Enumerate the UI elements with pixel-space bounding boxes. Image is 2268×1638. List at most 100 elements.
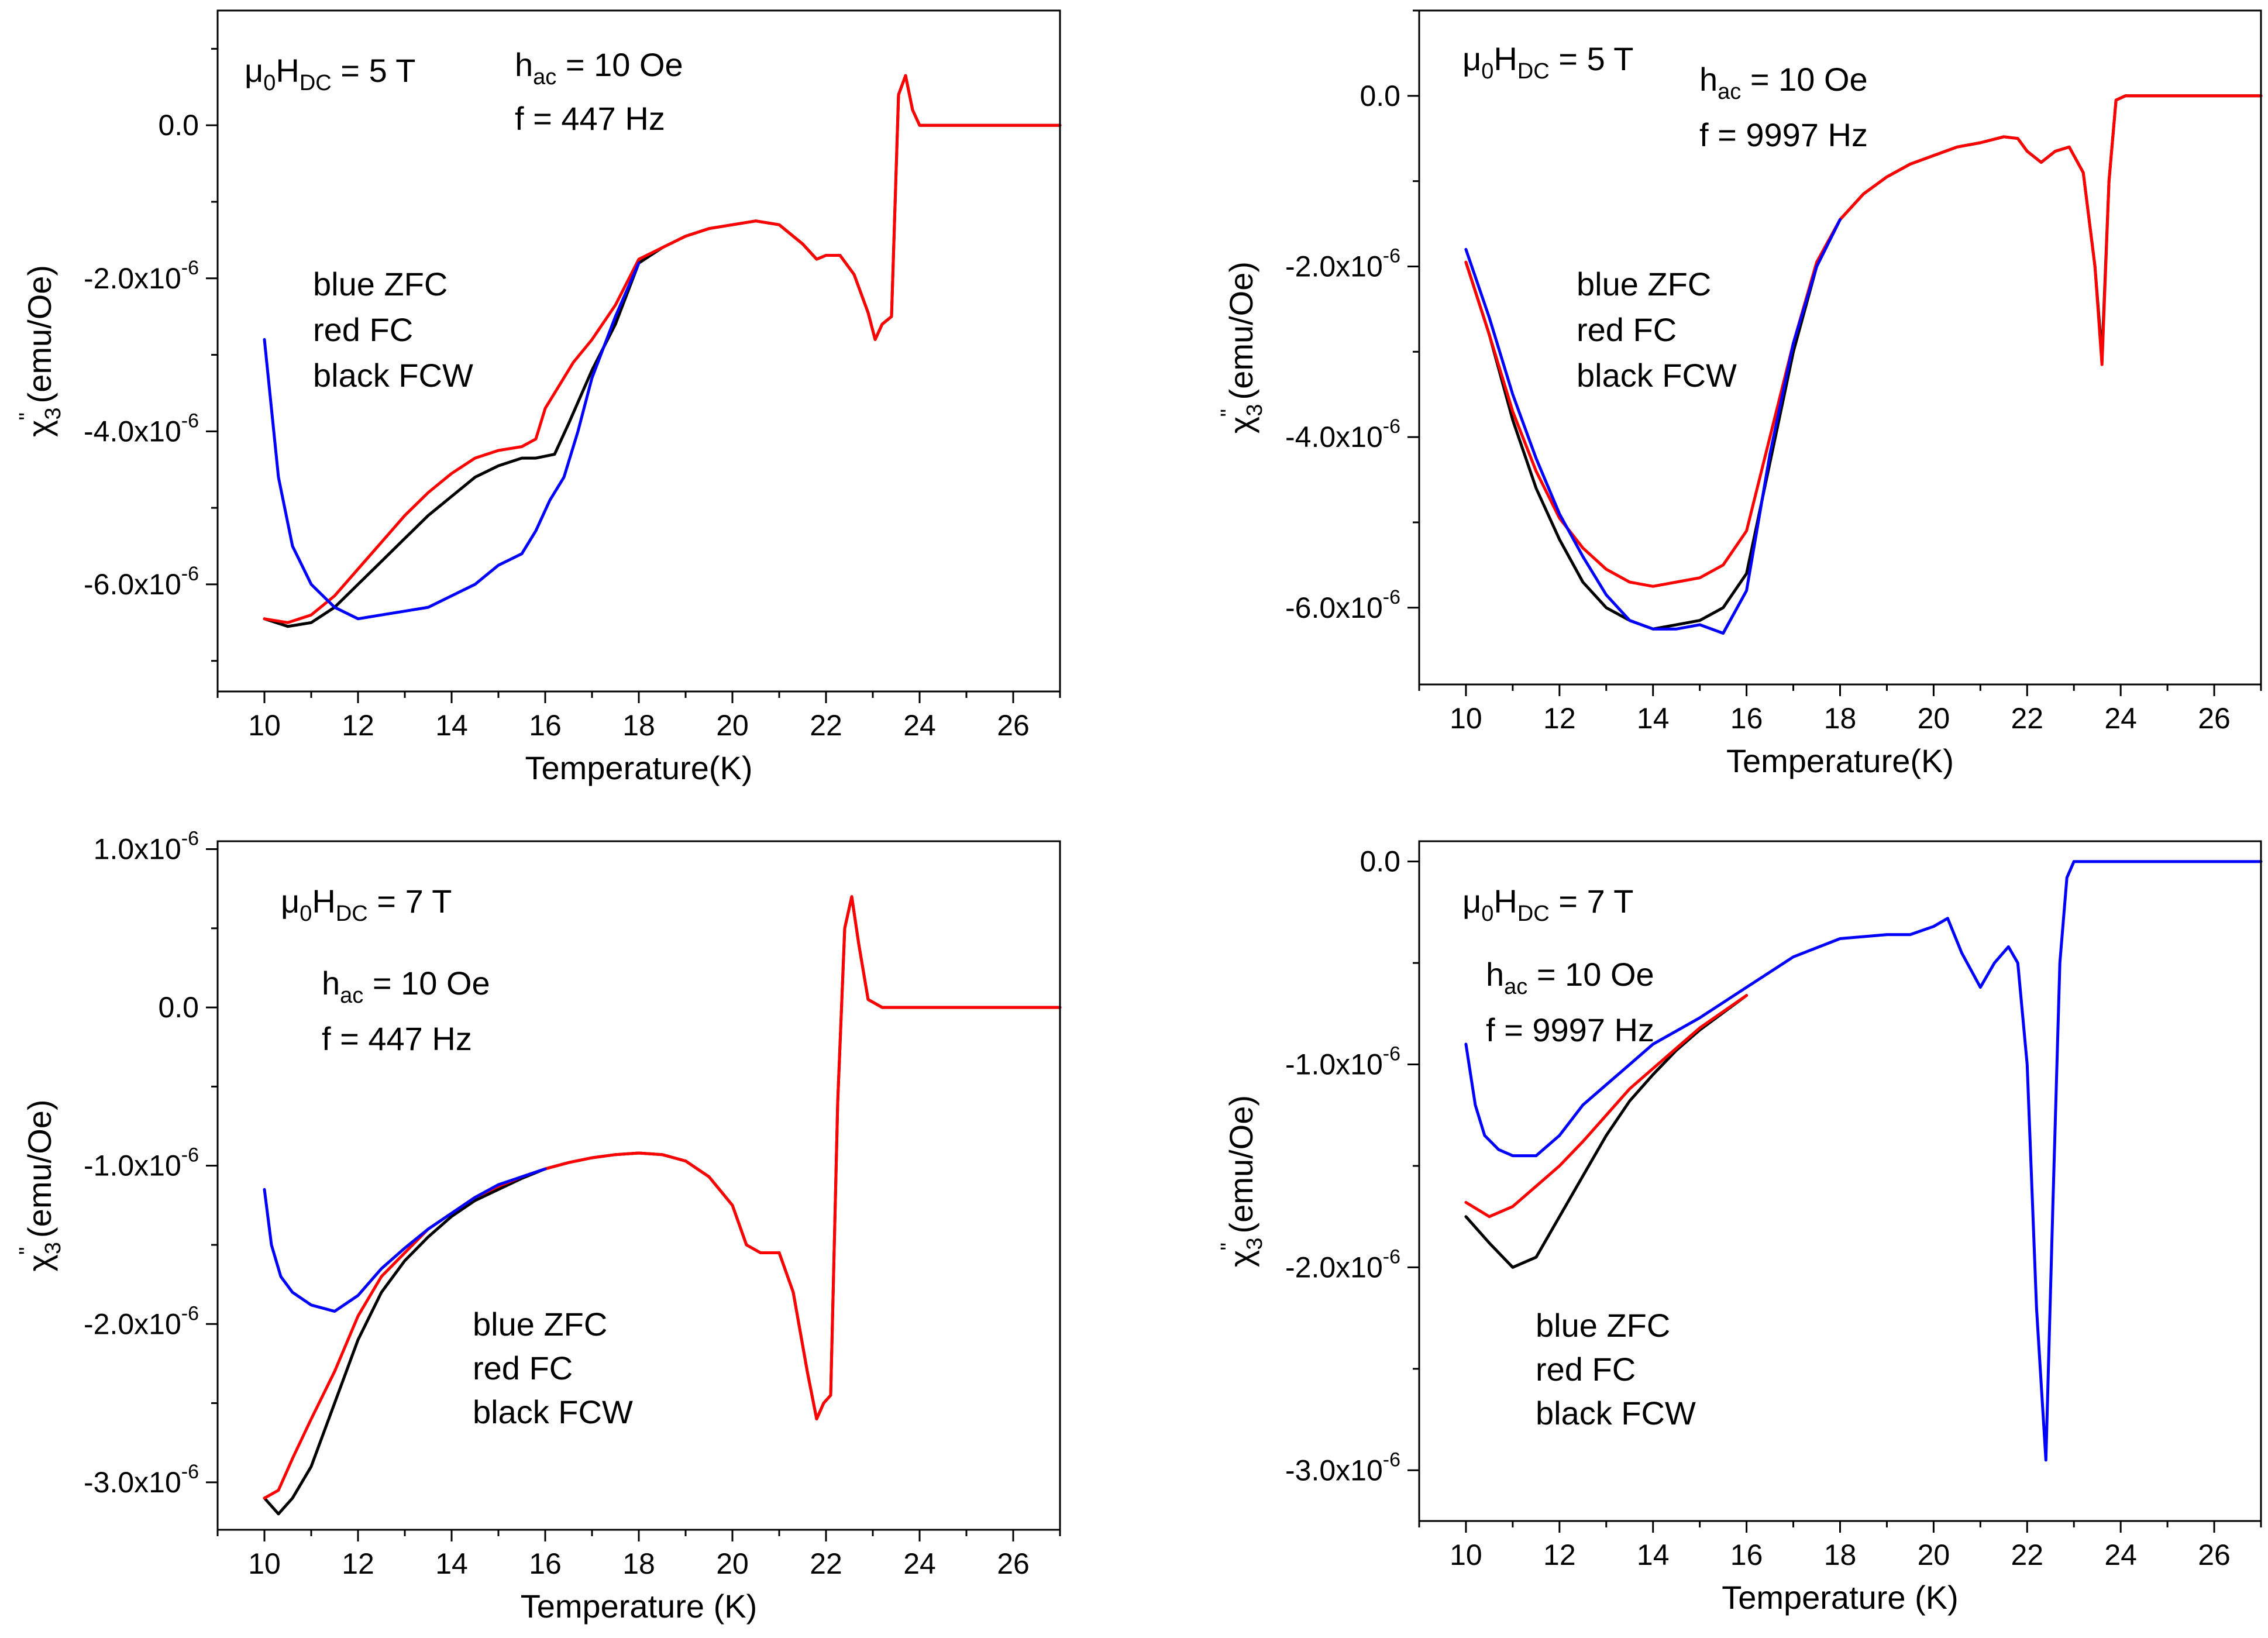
x-tick-label: 26 <box>2198 1539 2231 1571</box>
y-tick-exponent: -6 <box>1383 1448 1400 1471</box>
annotation-hac: hac = 10 Oe <box>515 46 683 90</box>
hac-h: h <box>1699 61 1718 98</box>
x-tick-label: 22 <box>2011 1539 2043 1571</box>
y-tick-label: 1.0x10-6 <box>94 828 199 866</box>
hac-value: = 10 Oe <box>1527 956 1654 993</box>
y-tick-label: 0.0 <box>158 109 199 142</box>
field-sub-dc: DC <box>336 901 368 926</box>
x-tick-label: 10 <box>248 709 281 742</box>
field-h: H <box>1493 40 1517 77</box>
y-axis-subscript: 3 <box>1243 1238 1267 1250</box>
field-h: H <box>312 883 335 920</box>
y-tick-label: -3.0x10-6 <box>1285 1448 1400 1486</box>
y-tick-exponent: -6 <box>181 1461 199 1483</box>
x-tick-label: 26 <box>2198 702 2231 735</box>
y-tick-exponent: -6 <box>1383 586 1400 608</box>
field-mu: μ <box>1462 40 1481 77</box>
y-axis-superscript: " <box>15 1247 40 1255</box>
y-tick-exponent: -6 <box>181 1302 199 1324</box>
y-tick-label: 0.0 <box>1360 80 1400 112</box>
y-tick-exponent: -6 <box>1383 245 1400 267</box>
hac-value: = 10 Oe <box>1741 61 1867 98</box>
y-axis-title: χ3" (emu/Oe) <box>15 265 66 437</box>
y-tick-exponent: -6 <box>181 563 199 585</box>
legend-entry: red FC <box>1577 311 1677 348</box>
legend-entry: blue ZFC <box>1536 1307 1670 1344</box>
annotation-field: μ0HDC = 7 T <box>1462 883 1633 926</box>
x-tick-label: 10 <box>1450 1539 1482 1571</box>
x-axis-title: Temperature(K) <box>1726 742 1954 779</box>
x-tick-label: 20 <box>716 1547 749 1580</box>
y-axis-superscript: " <box>1217 409 1241 417</box>
y-axis-title: χ3" (emu/Oe) <box>1217 1095 1267 1267</box>
series-line-fc <box>1464 994 1749 1219</box>
y-tick-mantissa: 0.0 <box>1360 80 1400 112</box>
hac-value: = 10 Oe <box>363 965 490 1002</box>
y-tick-label: -1.0x10-6 <box>84 1144 199 1182</box>
annotation-hac: hac = 10 Oe <box>1486 956 1654 999</box>
x-tick-label: 24 <box>2104 1539 2137 1571</box>
x-axis-title: Temperature(K) <box>525 749 752 786</box>
hac-h: h <box>515 46 533 83</box>
x-tick-label: 12 <box>1543 1539 1576 1571</box>
series-line-fcw <box>263 74 1062 628</box>
field-value: = 7 T <box>368 883 452 920</box>
chart-panel-4: 10 12 14 16 18 20 22 24 260.0-1.0x10-6-2.0x10-6-… <box>1217 840 2263 1616</box>
field-sub-0: 0 <box>1481 59 1493 84</box>
y-axis-unit: (emu/Oe) <box>1223 261 1259 409</box>
y-tick-label: 0.0 <box>1360 845 1400 878</box>
y-axis-superscript: " <box>1217 1243 1241 1251</box>
field-value: = 5 T <box>1550 40 1634 77</box>
y-axis-symbol: χ <box>21 420 58 437</box>
field-h: H <box>276 52 299 89</box>
field-mu: μ <box>281 883 300 920</box>
x-tick-label: 16 <box>1730 702 1763 735</box>
field-sub-dc: DC <box>300 71 332 95</box>
annotation-field: μ0HDC = 5 T <box>1462 40 1633 84</box>
y-tick-mantissa: -1.0x10 <box>1285 1048 1383 1081</box>
x-tick-label: 18 <box>1824 702 1857 735</box>
y-tick-label: -2.0x10-6 <box>84 1302 199 1340</box>
y-tick-mantissa: -3.0x10 <box>84 1466 181 1499</box>
annotation-hac: hac = 10 Oe <box>1699 61 1868 104</box>
hac-h: h <box>1486 956 1504 993</box>
series-line-fc <box>1464 94 2263 588</box>
annotation-frequency: f = 9997 Hz <box>1486 1011 1654 1048</box>
field-sub-0: 0 <box>1481 901 1493 926</box>
x-tick-label: 16 <box>529 709 562 742</box>
x-tick-label: 18 <box>1824 1539 1857 1571</box>
y-axis-title: χ3" (emu/Oe) <box>1217 261 1267 433</box>
y-tick-mantissa: -1.0x10 <box>84 1150 181 1182</box>
plot-frame <box>1418 9 2262 686</box>
legend-entry: blue ZFC <box>1577 266 1711 302</box>
y-tick-mantissa: -2.0x10 <box>84 1307 181 1340</box>
field-sub-dc: DC <box>1517 59 1550 84</box>
x-tick-label: 18 <box>622 1547 655 1580</box>
x-tick-label: 12 <box>342 709 374 742</box>
y-tick-mantissa: 0.0 <box>1360 845 1400 878</box>
y-tick-mantissa: 1.0x10 <box>94 833 181 866</box>
y-tick-label: -4.0x10-6 <box>84 410 199 448</box>
x-tick-label: 20 <box>716 709 749 742</box>
y-tick-exponent: -6 <box>181 828 199 850</box>
y-tick-mantissa: -2.0x10 <box>1285 250 1383 283</box>
y-tick-label: -2.0x10-6 <box>1285 245 1400 283</box>
y-axis-subscript: 3 <box>41 1242 66 1254</box>
legend-entry: red FC <box>313 311 413 348</box>
y-tick-exponent: -6 <box>1383 415 1400 438</box>
plot-frame <box>216 840 1061 1531</box>
legend-entry: red FC <box>473 1350 573 1386</box>
y-axis-subscript: 3 <box>1243 404 1267 417</box>
series-line-zfc <box>1464 860 2263 1462</box>
y-tick-mantissa: -2.0x10 <box>84 262 181 295</box>
series-line-fcw <box>1464 994 1749 1269</box>
y-tick-exponent: -6 <box>1383 1043 1400 1065</box>
x-axis-title: Temperature (K) <box>521 1588 758 1625</box>
x-tick-label: 26 <box>997 1547 1030 1580</box>
x-tick-label: 24 <box>903 1547 936 1580</box>
x-tick-label: 20 <box>1918 1539 1950 1571</box>
x-tick-label: 14 <box>435 709 468 742</box>
y-tick-exponent: -6 <box>181 1144 199 1166</box>
chart-panel-1: 10 12 14 16 18 20 22 24 260.0-2.0x10-6-4.0x10-6-… <box>15 9 1062 786</box>
